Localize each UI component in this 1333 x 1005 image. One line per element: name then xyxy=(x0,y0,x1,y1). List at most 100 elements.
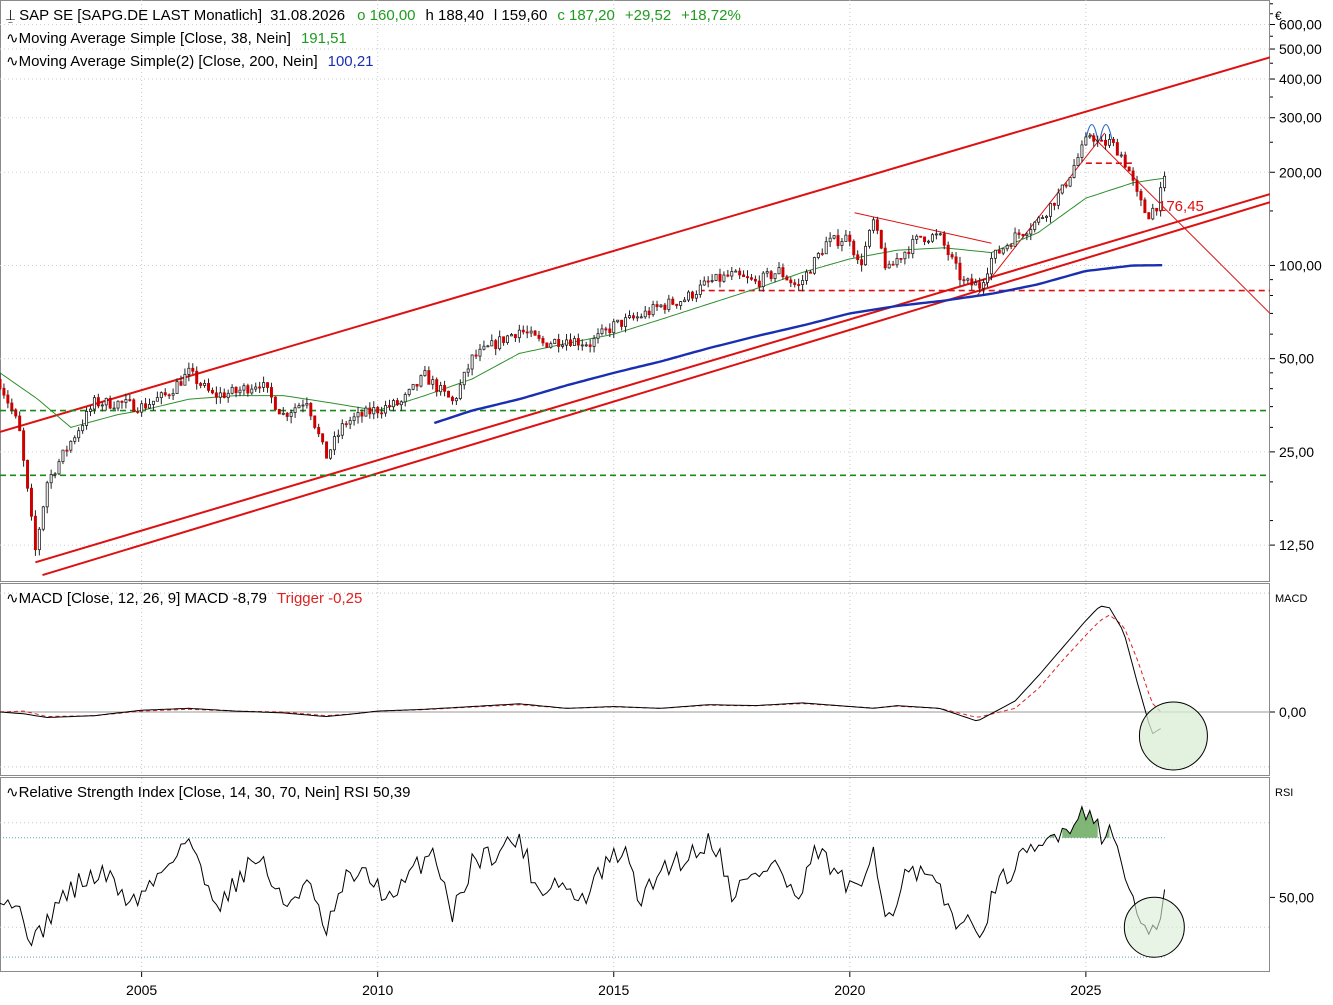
price-candle xyxy=(612,318,616,339)
price-candle xyxy=(1139,188,1143,207)
price-candle xyxy=(966,277,970,284)
price-candle xyxy=(372,401,376,420)
trend-channel-lower-inner xyxy=(35,193,1270,564)
price-candle xyxy=(919,235,923,238)
rsi-tick-label: 50,00 xyxy=(1279,889,1314,905)
price-open: o 160,00 xyxy=(357,7,415,24)
price-candle xyxy=(69,440,73,453)
price-candle xyxy=(140,400,144,417)
price-candle xyxy=(954,252,958,270)
price-candle xyxy=(1013,227,1017,247)
price-candle xyxy=(1100,136,1104,142)
price-candle xyxy=(950,251,954,260)
price-candle xyxy=(517,324,521,343)
price-candle xyxy=(584,341,588,347)
wave-icon: ∿ xyxy=(6,784,19,801)
price-candle xyxy=(533,329,537,336)
price-candle xyxy=(891,260,895,266)
price-low: l 159,60 xyxy=(494,7,547,24)
macd-line xyxy=(0,605,1161,735)
symbol-title: SAP SE [SAPG.DE LAST Monatlich] xyxy=(19,7,262,24)
macd-highlight-circle xyxy=(1138,701,1208,771)
price-candle xyxy=(934,228,938,240)
price-candle xyxy=(92,394,96,414)
price-candle xyxy=(226,389,230,403)
price-candle xyxy=(171,388,175,400)
price-candle xyxy=(1068,177,1072,188)
price-candle xyxy=(883,242,887,271)
price-candle xyxy=(824,236,828,255)
price-candle xyxy=(702,276,706,286)
price-candle xyxy=(549,341,553,349)
price-candle xyxy=(580,339,584,351)
price-candle xyxy=(694,290,698,303)
price-candle xyxy=(1163,171,1167,192)
price-candle xyxy=(470,354,474,376)
y-tick-label: 12,50 xyxy=(1279,537,1314,553)
rsi-label: Relative Strength Index [Close, 14, 30, … xyxy=(19,784,411,801)
ma38-line xyxy=(0,177,1165,428)
price-candle xyxy=(175,378,179,394)
macd-axis-label: MACD xyxy=(1275,593,1307,605)
legend-line-ma200: ∿Moving Average Simple(2) [Close, 200, N… xyxy=(6,53,374,70)
price-candle xyxy=(808,270,812,274)
ma38-value: 191,51 xyxy=(301,30,347,47)
price-candle xyxy=(777,262,781,275)
x-tick-label: 2020 xyxy=(834,982,865,998)
price-candle xyxy=(687,290,690,303)
price-candle xyxy=(698,279,702,298)
price-candle xyxy=(356,406,360,424)
price-candle xyxy=(486,344,490,348)
y-tick-label: 500,00 xyxy=(1279,41,1322,57)
price-candle xyxy=(108,395,112,410)
price-candle xyxy=(183,368,187,386)
price-candle xyxy=(1115,138,1119,156)
ma38-label: Moving Average Simple [Close, 38, Nein] xyxy=(19,30,291,47)
price-candle xyxy=(210,387,214,395)
price-high: h 188,40 xyxy=(426,7,484,24)
price-candle xyxy=(293,403,297,418)
price-candle xyxy=(344,420,348,428)
price-candle xyxy=(513,333,517,342)
price-candle xyxy=(667,294,671,313)
price-candle xyxy=(730,266,734,281)
price-change-pct: +18,72% xyxy=(681,7,741,24)
price-candle xyxy=(285,411,289,422)
price-candle xyxy=(1127,166,1131,172)
price-candle xyxy=(360,409,364,423)
macd-panel-frame xyxy=(0,583,1270,776)
price-candle xyxy=(57,458,61,476)
price-candle xyxy=(151,400,155,411)
ma200-line xyxy=(433,264,1163,425)
price-candle xyxy=(29,483,33,521)
price-candle xyxy=(903,251,907,265)
price-candle xyxy=(785,274,789,281)
price-candle xyxy=(0,373,2,391)
price-candle xyxy=(395,397,399,406)
price-candle xyxy=(179,375,183,387)
price-candle xyxy=(974,278,978,286)
price-candle xyxy=(1104,134,1108,150)
price-candle xyxy=(411,383,415,391)
x-tick-label: 2015 xyxy=(598,982,629,998)
price-candle xyxy=(6,390,10,409)
price-candle xyxy=(1021,233,1025,239)
price-candle xyxy=(155,391,159,402)
price-candle xyxy=(525,325,529,339)
price-candle xyxy=(868,229,871,249)
price-candle xyxy=(498,330,502,351)
y-tick-label: 600,00 xyxy=(1279,17,1322,33)
price-candle xyxy=(340,419,344,440)
price-candle xyxy=(616,319,620,324)
price-candle xyxy=(647,307,651,319)
price-candle xyxy=(1119,151,1123,158)
price-candle xyxy=(1060,184,1064,195)
price-candle xyxy=(773,273,777,283)
price-candle xyxy=(561,340,565,349)
price-candle xyxy=(230,384,234,395)
price-candle xyxy=(749,273,753,281)
price-candle xyxy=(1123,151,1127,169)
price-candle xyxy=(325,441,329,459)
price-candle xyxy=(659,304,663,309)
